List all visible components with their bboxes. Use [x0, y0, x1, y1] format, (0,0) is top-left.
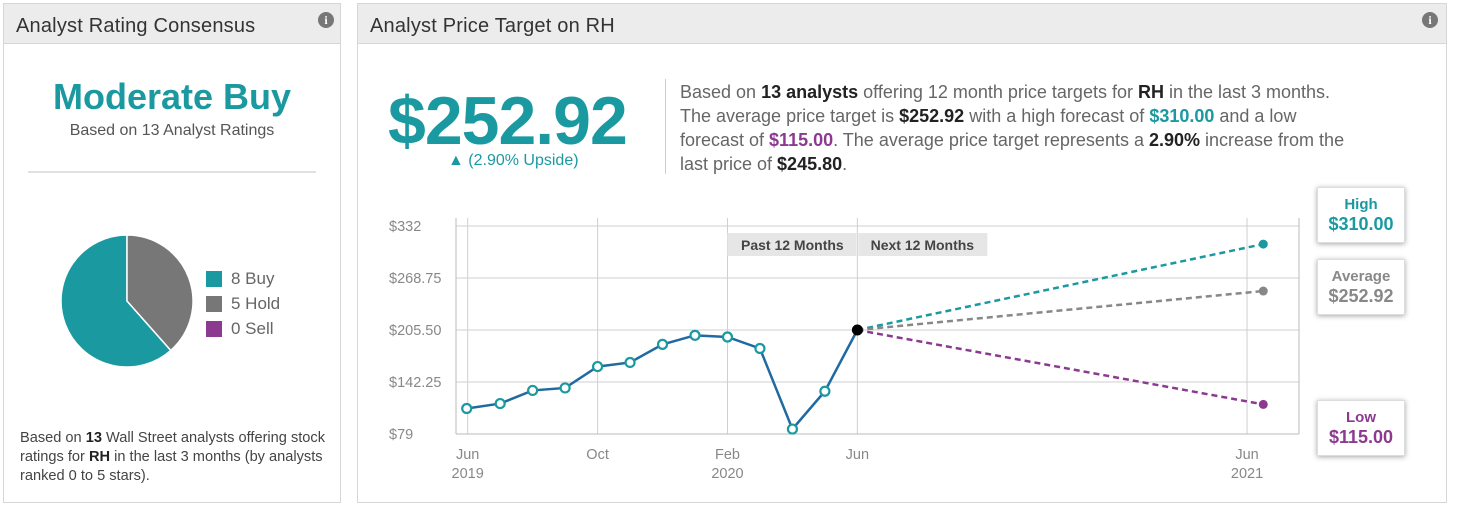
price-target-panel: Analyst Price Target on RH i $252.92 ▲ (… [357, 3, 1447, 503]
callout-value: $310.00 [1328, 214, 1394, 234]
callout-label: Average [1331, 268, 1391, 285]
ticker: RH [88, 449, 111, 465]
desc-high: $310.00 [1149, 106, 1215, 126]
panel-header: Analyst Price Target on RH i [358, 4, 1446, 44]
pie-slice-buy [60, 234, 172, 368]
consensus-subtitle: Based on 13 Analyst Ratings [69, 122, 275, 139]
desc-percent: 2.90% [1148, 130, 1201, 150]
pie-slice-hold [126, 234, 194, 352]
consensus-rating: Moderate Buy [52, 76, 292, 117]
vertical-divider [665, 79, 666, 174]
desc-text: increase from the last price of [680, 130, 1345, 174]
desc-text: and a low forecast of [680, 106, 1297, 150]
panel-title: Analyst Price Target on RH [370, 15, 615, 37]
desc-analysts: 13 analysts [761, 82, 859, 102]
legend-swatch-hold [206, 295, 222, 312]
desc-text: . The average price target represents a [833, 130, 1149, 150]
rating-footnote: Based on 13 Wall Street analysts offerin… [20, 429, 335, 486]
upside-indicator: ▲ (2.90% Upside) [448, 152, 579, 169]
legend-label: 8 Buy [231, 268, 275, 288]
panel-title: Analyst Rating Consensus [16, 15, 256, 37]
legend-swatch-buy [206, 270, 222, 287]
analyst-count: 13 [85, 430, 102, 446]
footnote-text: in the last 3 months (by analysts ranked… [20, 449, 323, 484]
callout-label: High [1344, 196, 1378, 213]
average-target-callout: Average $252.92 [1317, 259, 1405, 315]
legend-item-hold: 5 Hold [206, 291, 280, 316]
desc-average: $252.92 [899, 106, 965, 126]
pie-legend: 8 Buy 5 Hold 0 Sell [206, 266, 280, 341]
callout-value: $115.00 [1328, 427, 1394, 447]
average-price-target: $252.92 [388, 83, 628, 159]
legend-swatch-sell [206, 320, 222, 337]
price-target-description: Based on 13 analysts offering 12 month p… [680, 80, 1360, 176]
desc-ticker: RH [1137, 82, 1164, 102]
desc-text: Based on [680, 82, 762, 102]
low-target-callout: Low $115.00 [1317, 400, 1405, 456]
desc-text: . [842, 154, 848, 174]
legend-label: 0 Sell [231, 318, 274, 338]
footnote-text: Based on [20, 430, 86, 446]
desc-text: offering 12 month price targets for [858, 82, 1138, 102]
legend-item-sell: 0 Sell [206, 316, 280, 341]
rating-pie-chart [60, 234, 194, 368]
info-icon[interactable]: i [1422, 12, 1438, 28]
callout-label: Low [1346, 409, 1376, 426]
desc-last-price: $245.80 [777, 154, 843, 174]
divider [28, 171, 316, 173]
analyst-rating-panel: Analyst Rating Consensus i Moderate Buy … [3, 3, 341, 503]
desc-text: in the last 3 months. The average price … [680, 82, 1331, 126]
legend-label: 5 Hold [231, 293, 281, 313]
desc-text: with a high forecast of [964, 106, 1150, 126]
high-target-callout: High $310.00 [1317, 187, 1405, 243]
callout-value: $252.92 [1328, 286, 1394, 306]
panel-header: Analyst Rating Consensus i [4, 4, 340, 44]
info-icon[interactable]: i [318, 12, 334, 28]
footnote-text: Wall Street analysts offering stock rati… [20, 430, 326, 465]
desc-low: $115.00 [769, 130, 834, 150]
legend-item-buy: 8 Buy [206, 266, 280, 291]
